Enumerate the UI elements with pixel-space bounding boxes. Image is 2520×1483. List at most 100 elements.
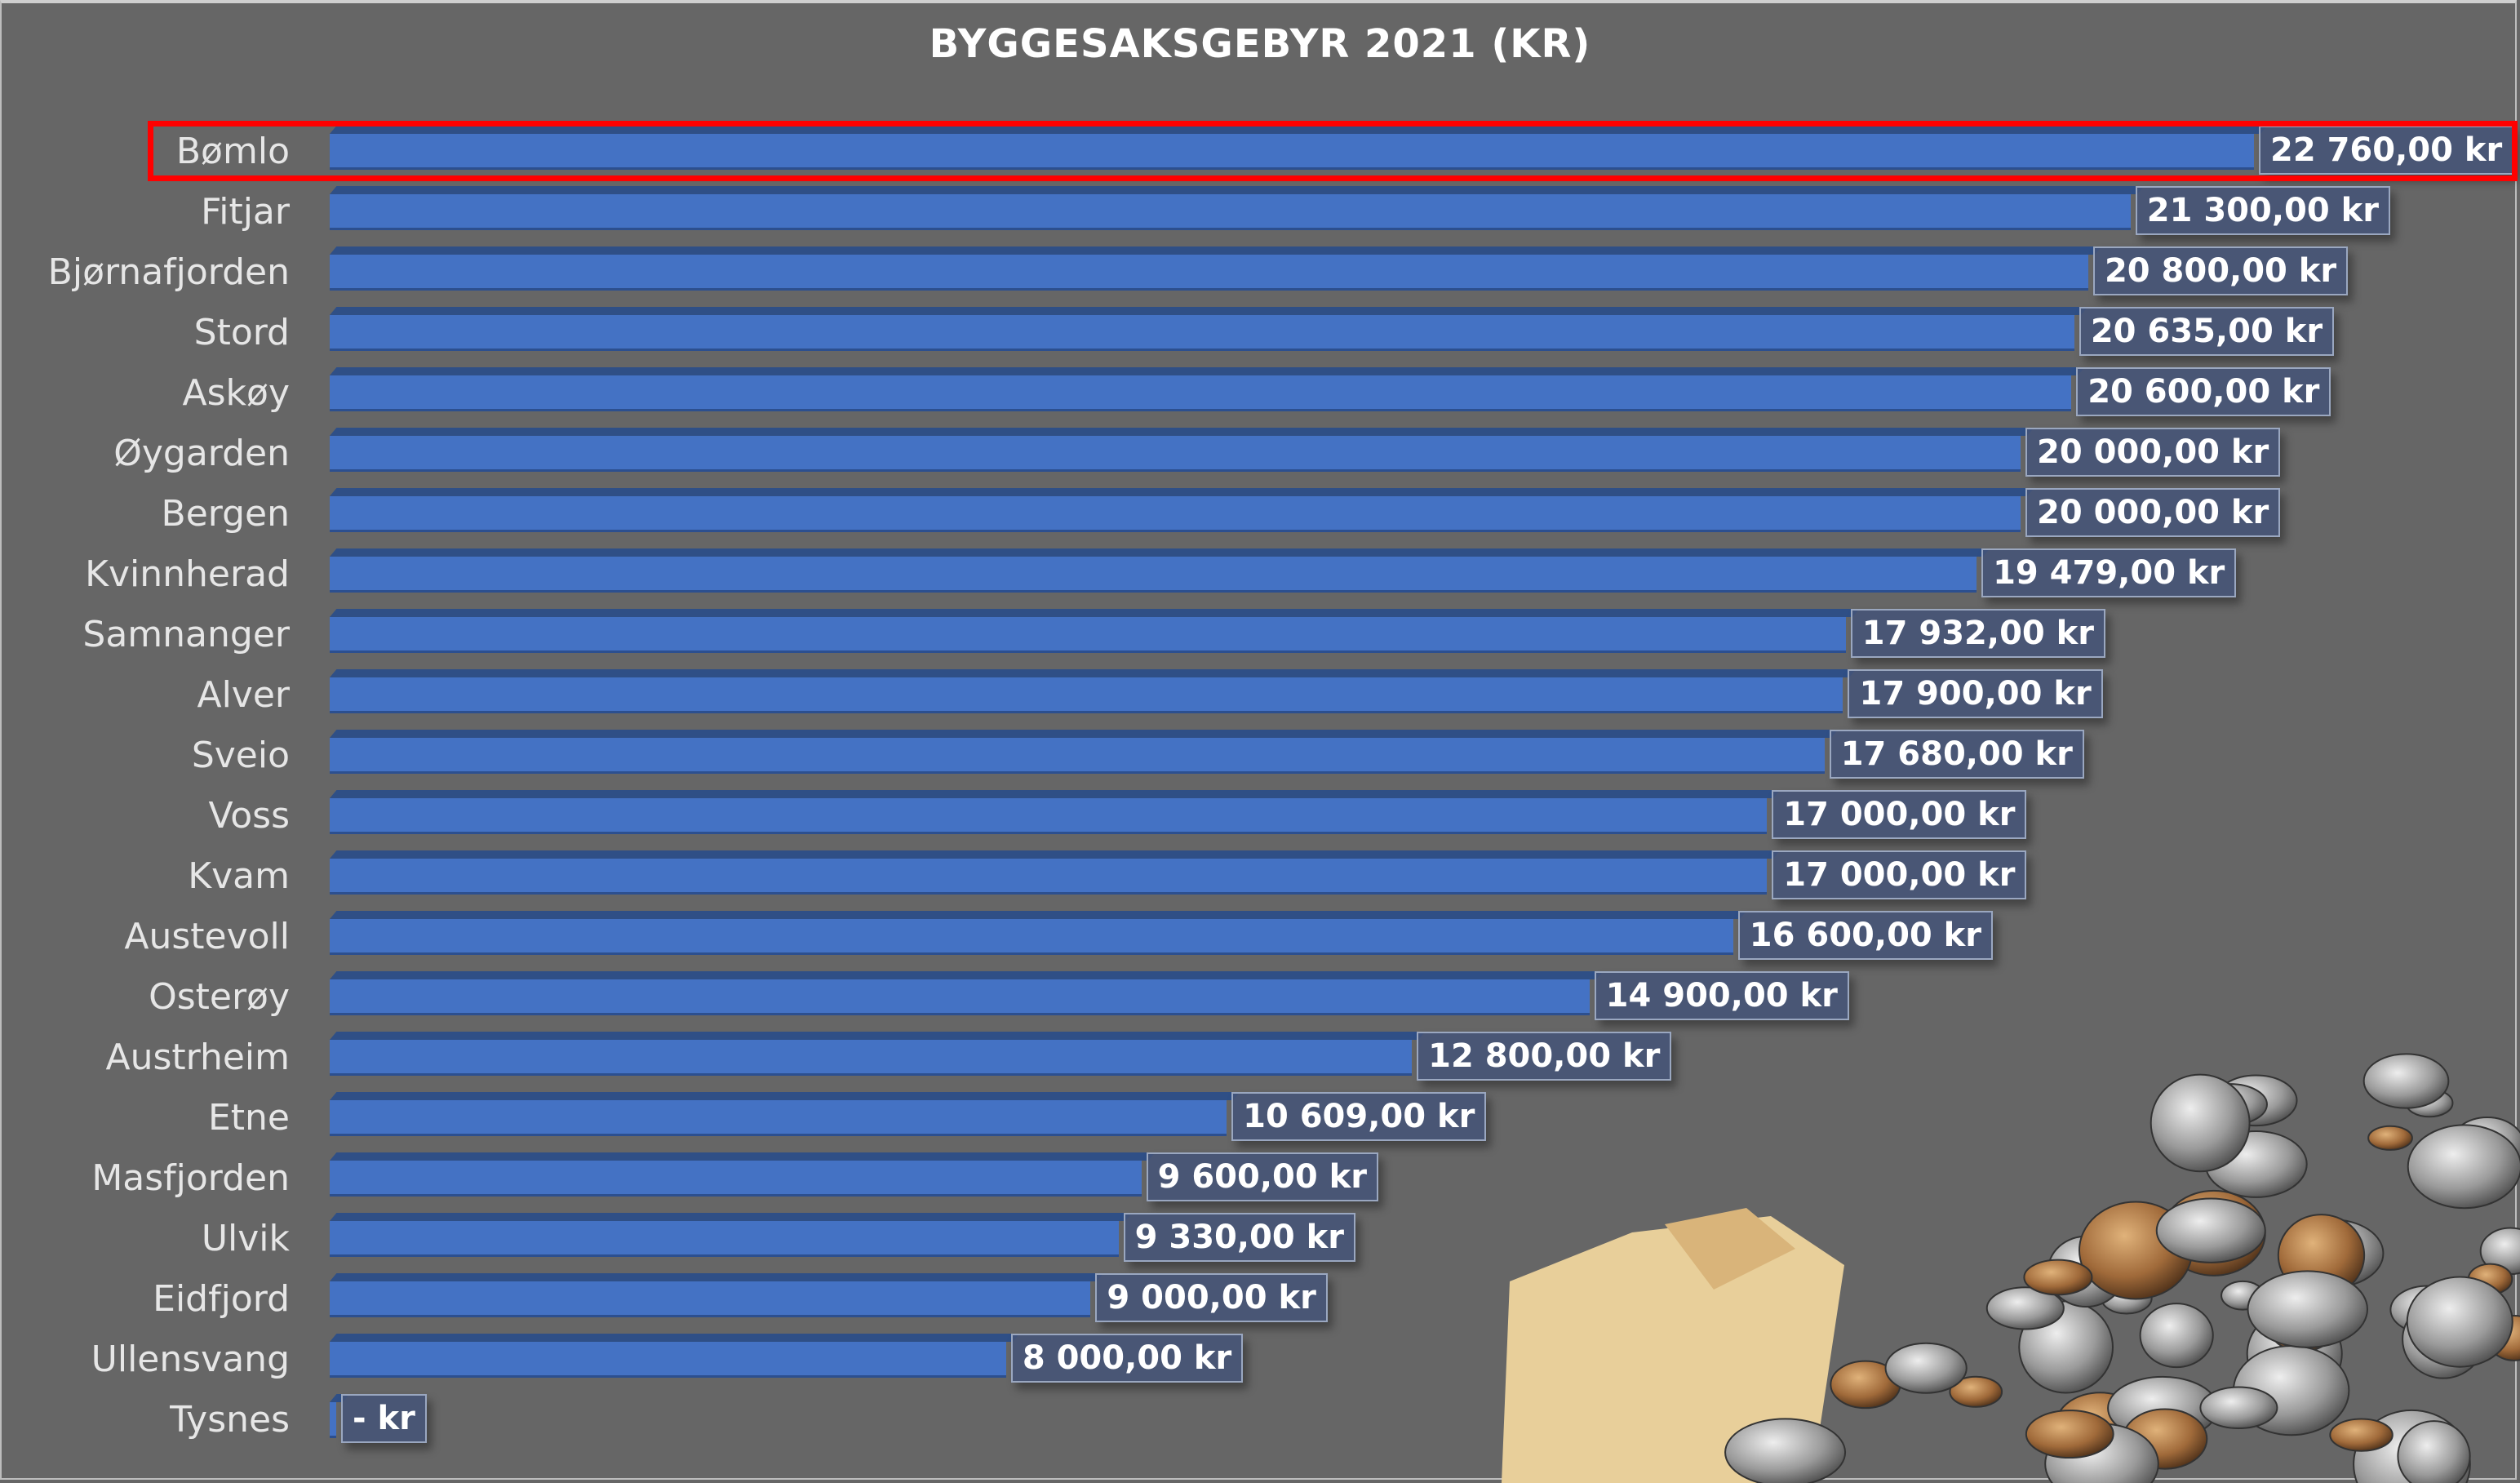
coin <box>2023 1259 2093 1296</box>
category-label: Kvinnherad <box>85 553 290 595</box>
data-label: 17 900,00 kr <box>1848 669 2103 718</box>
data-label: 20 635,00 kr <box>2079 307 2335 356</box>
bar <box>330 1040 1413 1076</box>
bar <box>330 1100 1227 1136</box>
data-label: 17 000,00 kr <box>1772 790 2027 839</box>
bar-row: Kvam 17 000,00 kr <box>0 847 2520 908</box>
coin <box>2025 1410 2114 1459</box>
category-label: Alver <box>197 674 290 716</box>
data-label: 20 800,00 kr <box>2092 246 2349 295</box>
bar-row: Eidfjord 9 000,00 kr <box>0 1270 2520 1330</box>
coin <box>1724 1418 1847 1483</box>
data-label: 20 600,00 kr <box>2076 367 2331 416</box>
coin <box>2247 1270 2368 1348</box>
bar-row: Ullensvang 8 000,00 kr <box>0 1330 2520 1391</box>
data-label: - kr <box>341 1394 427 1443</box>
coin <box>2397 1420 2471 1483</box>
coin <box>2406 1276 2513 1368</box>
data-label: 20 000,00 kr <box>2025 488 2281 537</box>
category-label: Samnanger <box>82 614 290 655</box>
bar-row: Bømlo 22 760,00 kr <box>0 122 2520 183</box>
coin <box>1949 1375 2003 1408</box>
bar-row: Tysnes - kr <box>0 1391 2520 1451</box>
bar <box>330 1161 1142 1197</box>
category-label: Etne <box>207 1097 290 1139</box>
bar-row: Stord 20 635,00 kr <box>0 304 2520 364</box>
bar <box>330 798 1768 834</box>
category-label: Tysnes <box>170 1399 290 1441</box>
data-label: 9 330,00 kr <box>1123 1213 1355 1262</box>
data-label: 16 600,00 kr <box>1737 911 1993 960</box>
category-label: Sveio <box>191 735 290 776</box>
bar <box>330 738 1825 774</box>
coin <box>2199 1386 2278 1430</box>
bar <box>330 617 1846 653</box>
data-label: 17 680,00 kr <box>1829 730 2084 779</box>
coin <box>2367 1125 2413 1151</box>
category-label: Øygarden <box>113 433 290 474</box>
data-label: 9 600,00 kr <box>1146 1152 1378 1201</box>
bar <box>330 1402 336 1438</box>
bar <box>330 375 2072 411</box>
data-label: 9 000,00 kr <box>1095 1273 1328 1322</box>
category-label: Askøy <box>182 372 290 414</box>
category-label: Ulvik <box>201 1218 290 1259</box>
bar-row: Øygarden 20 000,00 kr <box>0 424 2520 485</box>
bar-row: Austrheim 12 800,00 kr <box>0 1028 2520 1089</box>
category-label: Bjørnafjorden <box>47 251 290 293</box>
bar <box>330 919 1733 955</box>
bar-row: Osterøy 14 900,00 kr <box>0 968 2520 1028</box>
coin <box>2150 1073 2251 1173</box>
category-label: Austrheim <box>105 1037 290 1078</box>
bar-row: Askøy 20 600,00 kr <box>0 364 2520 424</box>
data-label: 12 800,00 kr <box>1417 1032 1672 1081</box>
bar <box>330 134 2254 170</box>
bar <box>330 255 2088 291</box>
bar <box>330 436 2021 472</box>
bar-row: Etne 10 609,00 kr <box>0 1089 2520 1149</box>
bar <box>330 677 1843 713</box>
data-label: 14 900,00 kr <box>1594 971 1849 1020</box>
coin <box>2155 1197 2266 1263</box>
coin <box>1884 1342 1968 1394</box>
category-label: Bergen <box>161 493 290 535</box>
bar <box>330 194 2131 230</box>
bar-row: Ulvik 9 330,00 kr <box>0 1210 2520 1270</box>
bar-row: Sveio 17 680,00 kr <box>0 726 2520 787</box>
data-label: 17 932,00 kr <box>1850 609 2105 658</box>
category-label: Stord <box>193 312 290 353</box>
bar-row: Voss 17 000,00 kr <box>0 787 2520 847</box>
bar-row: Fitjar 21 300,00 kr <box>0 183 2520 243</box>
bar-row: Kvinnherad 19 479,00 kr <box>0 545 2520 606</box>
category-label: Kvam <box>188 855 290 897</box>
category-label: Eidfjord <box>153 1278 290 1320</box>
bar <box>330 979 1590 1015</box>
category-label: Fitjar <box>201 191 290 233</box>
bar-row: Austevoll 16 600,00 kr <box>0 908 2520 968</box>
bar <box>330 1342 1006 1378</box>
data-label: 17 000,00 kr <box>1772 850 2027 899</box>
data-label: 8 000,00 kr <box>1010 1334 1244 1383</box>
coin <box>2139 1303 2214 1369</box>
data-label: 19 479,00 kr <box>1981 548 2237 597</box>
chart-title: BYGGESAKSGEBYR 2021 (KR) <box>929 21 1591 67</box>
category-label: Ullensvang <box>91 1339 290 1380</box>
bar <box>330 1221 1119 1257</box>
highlight-box <box>148 121 2518 181</box>
bar-row: Bjørnafjorden 20 800,00 kr <box>0 243 2520 304</box>
coin <box>1985 1286 2065 1330</box>
data-label: 20 000,00 kr <box>2025 428 2281 477</box>
bar-row: Samnanger 17 932,00 kr <box>0 606 2520 666</box>
bar-row: Alver 17 900,00 kr <box>0 666 2520 726</box>
category-label: Austevoll <box>124 916 290 957</box>
data-label: 21 300,00 kr <box>2135 186 2390 235</box>
bar-row: Masfjorden 9 600,00 kr <box>0 1149 2520 1210</box>
coin <box>2407 1124 2520 1210</box>
coin <box>2362 1053 2450 1109</box>
money-pile-image <box>1502 1053 2520 1483</box>
bar <box>330 859 1768 895</box>
category-label: Voss <box>208 795 290 837</box>
bar <box>330 1281 1091 1317</box>
data-label: 10 609,00 kr <box>1231 1092 1487 1141</box>
category-label: Osterøy <box>149 976 290 1018</box>
